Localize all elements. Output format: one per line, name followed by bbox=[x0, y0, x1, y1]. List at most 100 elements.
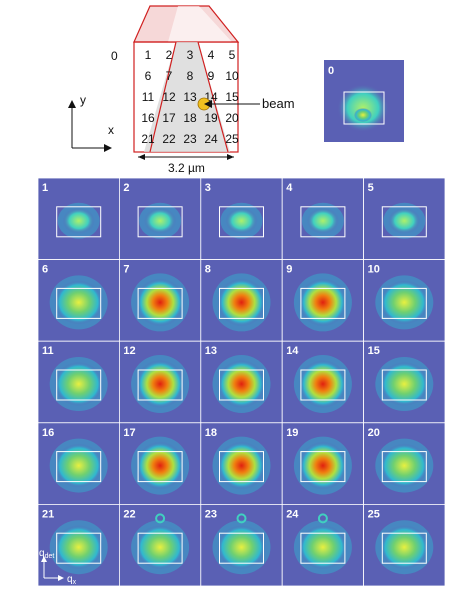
grid-number-11: 11 bbox=[142, 90, 155, 104]
diffraction-spot bbox=[306, 207, 339, 234]
q-x-label: qx bbox=[67, 574, 77, 586]
diffraction-spot bbox=[217, 441, 266, 490]
detector-box bbox=[56, 532, 102, 564]
diffraction-spot bbox=[54, 525, 103, 570]
panel-14: 14 bbox=[281, 340, 365, 424]
diffraction-spot bbox=[144, 207, 177, 234]
grid-number-6: 6 bbox=[145, 69, 152, 83]
diffraction-spot bbox=[136, 441, 185, 490]
detector-box bbox=[381, 206, 427, 238]
panel-label: 17 bbox=[123, 427, 135, 439]
frustum-edge-right bbox=[197, 41, 229, 153]
panel-label: 23 bbox=[205, 508, 217, 520]
detector-box bbox=[300, 532, 346, 564]
panel-label: 15 bbox=[368, 345, 380, 357]
detector-box bbox=[381, 532, 427, 564]
q-x-arrowhead bbox=[58, 575, 64, 581]
diffraction-spot bbox=[54, 443, 103, 488]
grid-number-4: 4 bbox=[208, 48, 215, 62]
panel-label: 13 bbox=[205, 345, 217, 357]
grid-number-24: 24 bbox=[204, 132, 218, 146]
diffraction-spot bbox=[298, 525, 347, 570]
diffraction-spot bbox=[217, 360, 266, 408]
q-det-label: qdet bbox=[39, 548, 54, 560]
diffraction-spot bbox=[298, 278, 347, 327]
detector-box bbox=[219, 287, 264, 319]
panel-label: 22 bbox=[123, 508, 135, 520]
panel-background bbox=[363, 422, 446, 505]
panel-12: 12 bbox=[119, 340, 202, 424]
panel-label: 25 bbox=[368, 508, 380, 520]
grid-number-23: 23 bbox=[183, 132, 197, 146]
axis-x-arrowhead bbox=[104, 144, 112, 152]
panel-label: 10 bbox=[368, 264, 380, 276]
grid-number-1: 1 bbox=[145, 48, 152, 62]
grid-number-10: 10 bbox=[225, 69, 239, 83]
diffraction-satellite bbox=[236, 513, 247, 524]
detector-box bbox=[381, 287, 427, 319]
panel-label: 20 bbox=[368, 427, 380, 439]
panel-label: 1 bbox=[42, 182, 48, 194]
panel-label: 7 bbox=[123, 264, 129, 276]
axis-y-label: y bbox=[80, 93, 86, 107]
grid-number-25: 25 bbox=[225, 132, 239, 146]
panel-label: 12 bbox=[123, 345, 135, 357]
panel-11: 11 bbox=[37, 340, 120, 424]
diffraction-spot bbox=[388, 207, 421, 234]
panel-label: 11 bbox=[42, 345, 54, 357]
detector-box bbox=[56, 206, 102, 238]
panel-2: 2 bbox=[119, 177, 202, 260]
scale-label: 3.2 µm bbox=[168, 161, 205, 175]
detector-box bbox=[300, 369, 346, 401]
grid-number-7: 7 bbox=[166, 69, 173, 83]
detector-box bbox=[300, 287, 346, 319]
panel-24: 24 bbox=[281, 503, 365, 587]
panel-label: 18 bbox=[205, 427, 217, 439]
panel-21: 21 bbox=[37, 503, 120, 587]
scale-arrow-left bbox=[138, 154, 145, 160]
panel-8: 8 bbox=[200, 259, 283, 342]
panel-10: 10 bbox=[363, 259, 446, 342]
panel-7: 7 bbox=[119, 259, 202, 342]
beam-footprint bbox=[144, 42, 230, 152]
grid-number-9: 9 bbox=[208, 69, 215, 83]
detector-box bbox=[381, 369, 427, 401]
panel-5: 5 bbox=[363, 177, 446, 260]
detector-box bbox=[300, 451, 346, 483]
diffraction-spot bbox=[136, 278, 185, 327]
beam-arrowhead bbox=[204, 100, 212, 108]
panel-15: 15 bbox=[363, 340, 446, 424]
reference-core bbox=[354, 108, 372, 122]
grid-number-12: 12 bbox=[162, 90, 176, 104]
grid-number-20: 20 bbox=[225, 111, 239, 125]
grid-number-15: 15 bbox=[225, 90, 239, 104]
grid-number-17: 17 bbox=[162, 111, 176, 125]
panel-label: 3 bbox=[205, 182, 211, 194]
panel-label: 21 bbox=[42, 508, 54, 520]
origin-label: 0 bbox=[111, 49, 118, 63]
grid-number-3: 3 bbox=[187, 48, 194, 62]
beam-frustum-inner bbox=[168, 6, 232, 42]
panel-label: 16 bbox=[42, 427, 54, 439]
panel-label: 4 bbox=[286, 182, 293, 194]
detector-box bbox=[219, 369, 264, 401]
panel-label: 6 bbox=[42, 264, 48, 276]
diffraction-satellite bbox=[155, 513, 166, 524]
detector-box bbox=[137, 206, 183, 238]
diffraction-spot bbox=[298, 441, 347, 490]
diffraction-spot bbox=[136, 360, 185, 408]
detector-box bbox=[219, 532, 264, 564]
diffraction-spot bbox=[217, 525, 266, 570]
q-det-arrowhead bbox=[41, 556, 47, 562]
panel-13: 13 bbox=[200, 340, 283, 424]
panel-4: 4 bbox=[281, 177, 365, 260]
grid-number-22: 22 bbox=[162, 132, 176, 146]
detector-box bbox=[137, 287, 183, 319]
grid-number-19: 19 bbox=[204, 111, 218, 125]
grid-number-5: 5 bbox=[229, 48, 236, 62]
panel-16: 16 bbox=[37, 422, 120, 505]
panel-label: 2 bbox=[123, 182, 129, 194]
detector-box bbox=[137, 532, 183, 564]
